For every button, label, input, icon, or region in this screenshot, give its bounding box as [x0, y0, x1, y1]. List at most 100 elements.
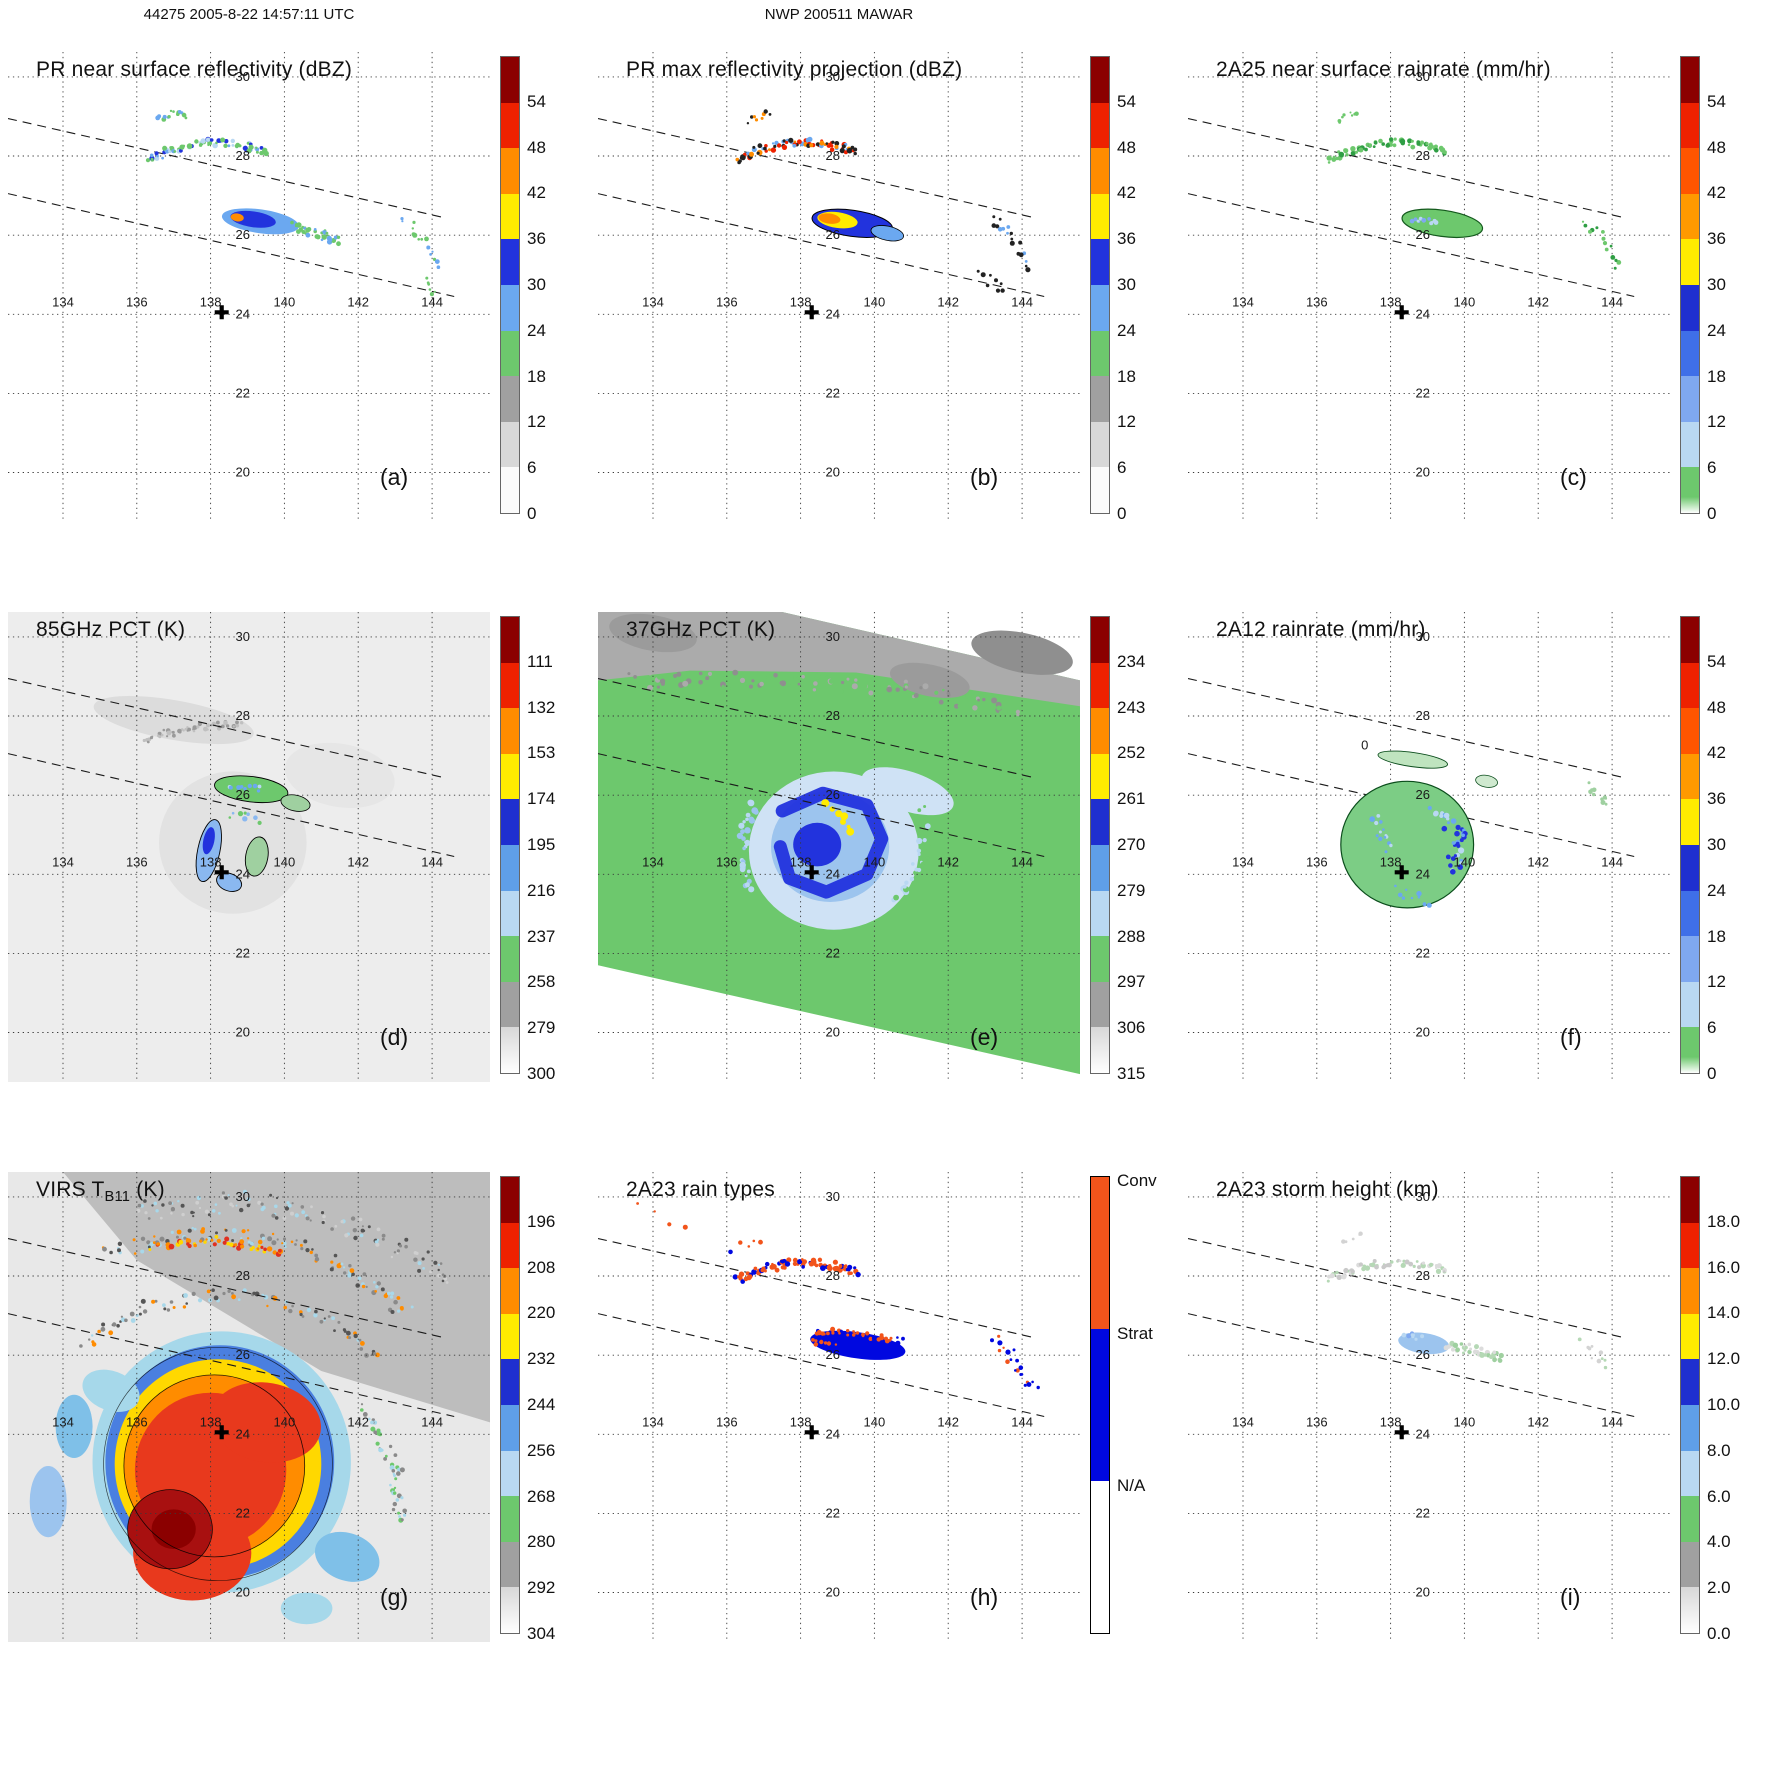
colorbar-segment [1681, 753, 1699, 800]
colorbar-segment [501, 799, 519, 845]
lat-label: 20 [1416, 1025, 1430, 1040]
graticule [1188, 52, 1670, 522]
colorbar-segment [501, 467, 519, 513]
colorbar-segment [1091, 376, 1109, 422]
colorbar-segment [501, 1359, 519, 1405]
swath-edge-line [8, 753, 455, 858]
lat-label: 30 [826, 629, 840, 644]
colorbar-tick: 54 [1707, 651, 1726, 671]
panel-letter-h: (h) [970, 1584, 999, 1610]
colorbar-segment [501, 330, 519, 377]
swath-edge-line [1188, 193, 1635, 298]
colorbar-segment [1681, 239, 1699, 285]
panel-title-text: PR near surface reflectivity (dBZ) [36, 58, 353, 81]
lon-label: 140 [1454, 854, 1476, 869]
lon-label: 140 [274, 854, 296, 869]
colorbar-tick: 30 [1117, 275, 1136, 294]
lat-label: 28 [1416, 148, 1430, 163]
colorbar-tick: 10.0 [1707, 1395, 1741, 1414]
colorbar-tick: 2.0 [1707, 1578, 1731, 1598]
graticule [8, 1172, 490, 1642]
panel-title-f: 2A12 rainrate (mm/hr) [1216, 618, 1426, 642]
colorbar-segment [501, 662, 519, 709]
colorbar-segment [501, 753, 519, 800]
swath-edge-line [598, 117, 1034, 218]
lon-label: 134 [52, 294, 74, 309]
colorbar-tick: 54 [1707, 91, 1726, 111]
panel-title-c: 2A25 near surface rainrate (mm/hr) [1216, 58, 1551, 82]
colorbar-tick: 0 [527, 504, 537, 523]
colorbar-segment [1681, 376, 1699, 422]
colorbar-segment [1681, 662, 1699, 709]
colorbar-segment [1091, 799, 1109, 845]
lon-label: 136 [716, 1414, 738, 1429]
swath-edge-line [1188, 117, 1624, 218]
storm-center-marker-icon [1394, 305, 1409, 320]
lon-label: 142 [347, 1414, 369, 1429]
colorbar-segment [501, 1450, 519, 1497]
colorbar-tick: 30 [1707, 275, 1726, 294]
map-plot-b: 134 136 138 140 142 144 30 28 26 24 22 20 [598, 52, 1080, 522]
colorbar-tick: 279 [1117, 880, 1146, 900]
colorbar-tick: 111 [527, 651, 553, 671]
lon-label: 144 [1011, 854, 1033, 869]
colorbar-b [1090, 56, 1110, 514]
swath-edge-line [598, 193, 1045, 298]
colorbar-segment [1091, 844, 1109, 891]
colorbar-tick: 12 [1707, 412, 1726, 432]
colorbar-labels-a: 54 48 42 36 30 24 18 12 6 0 [527, 56, 587, 523]
lat-label: 26 [826, 1347, 840, 1362]
colorbar-segment [1681, 708, 1699, 754]
lon-label: 140 [1454, 294, 1476, 309]
panel-title-text: 2A23 rain types [626, 1178, 775, 1201]
colorbar-segment [1091, 421, 1109, 468]
lat-label: 26 [236, 787, 250, 802]
colorbar-e [1090, 616, 1110, 1074]
colorbar-tick: 18 [1117, 366, 1136, 386]
colorbar-segment [1681, 1359, 1699, 1405]
colorbar-tick: 42 [1707, 743, 1726, 763]
lon-label: 142 [1527, 1414, 1549, 1429]
lon-label: 140 [864, 854, 886, 869]
colorbar-c [1680, 56, 1700, 514]
lat-label: 20 [1416, 465, 1430, 480]
colorbar-tick: 244 [527, 1395, 556, 1414]
panel-title-subscript: B11 [104, 1189, 131, 1206]
lat-label: 30 [236, 1189, 250, 1204]
map-plot-h: 134 136 138 140 142 144 30 28 26 24 22 20 [598, 1172, 1080, 1642]
colorbar-tick: 292 [527, 1578, 556, 1598]
colorbar-tick: 12 [1117, 412, 1136, 432]
colorbar-segment [1091, 330, 1109, 377]
lon-label: 138 [200, 294, 222, 309]
lat-label: 22 [236, 385, 250, 400]
lat-label: 26 [1416, 1347, 1430, 1362]
colorbar-tick: 36 [1707, 229, 1726, 249]
lat-label: 22 [236, 945, 250, 960]
lat-label: 20 [236, 1025, 250, 1040]
panel-d: 134 136 138 140 142 144 30 28 26 24 22 20 85GHz PCT … [0, 588, 590, 1148]
colorbar-segment [1681, 284, 1699, 331]
lat-label: 24 [1416, 1426, 1430, 1441]
colorbar-segment [501, 1027, 519, 1073]
lat-label: 30 [826, 1189, 840, 1204]
colorbar-segment [1681, 1496, 1699, 1542]
colorbar-tick: 54 [1117, 91, 1136, 111]
lat-label: 22 [826, 1505, 840, 1520]
lon-label: 138 [790, 1414, 812, 1429]
colorbar-segment [1091, 148, 1109, 194]
colorbar-segment [1091, 467, 1109, 513]
panel-letter-g: (g) [380, 1584, 409, 1610]
colorbar-tick: 6 [1707, 458, 1717, 478]
colorbar-segment [1681, 57, 1699, 103]
lon-label: 138 [1380, 294, 1402, 309]
colorbar-tick: 237 [527, 926, 556, 946]
colorbar-segment [501, 239, 519, 285]
panel-title-text: 2A23 storm height (km) [1216, 1178, 1439, 1201]
colorbar-tick: 18 [527, 366, 546, 386]
colorbar-segment [1681, 193, 1699, 240]
colorbar-segment [1681, 148, 1699, 194]
lon-label: 144 [1601, 854, 1623, 869]
colorbar-segment [501, 890, 519, 937]
colorbar-tick: 30 [1707, 835, 1726, 854]
map-plot-i: 134 136 138 140 142 144 30 28 26 24 22 20 [1188, 1172, 1670, 1642]
